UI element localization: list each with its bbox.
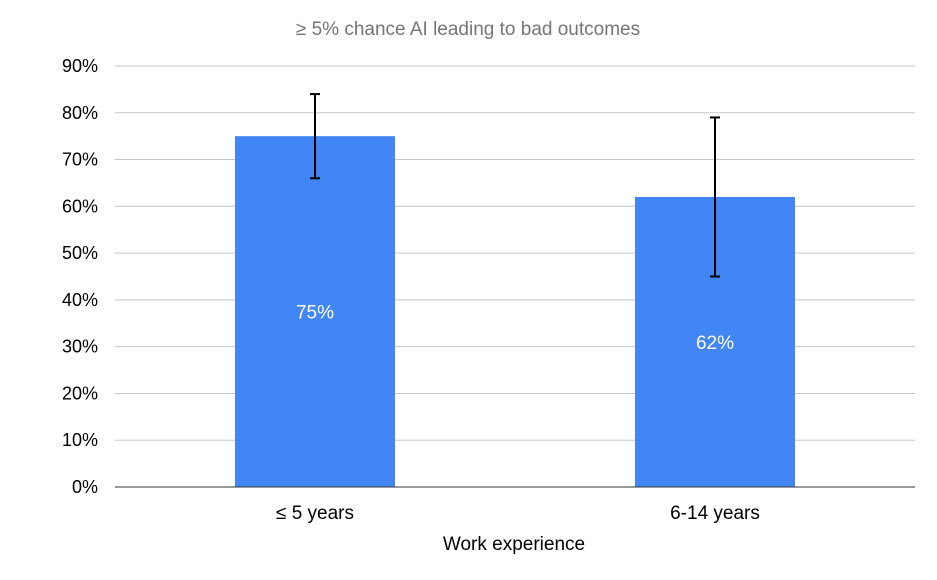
y-axis-ticks: 0% 10% 20% 30% 40% 50% 60% 70% 80% 90%	[62, 56, 98, 497]
error-bar	[710, 116, 720, 278]
error-bar	[310, 93, 320, 180]
y-tick-label: 10%	[62, 430, 98, 450]
y-tick-label: 0%	[72, 477, 98, 497]
x-axis-categories: ≤ 5 years 6-14 years	[276, 503, 760, 524]
x-category-label: ≤ 5 years	[276, 503, 354, 524]
y-tick-label: 40%	[62, 290, 98, 310]
y-tick-label: 20%	[62, 383, 98, 403]
y-tick-label: 50%	[62, 243, 98, 263]
chart-title: ≥ 5% chance AI leading to bad outcomes	[296, 19, 640, 40]
data-labels: 75% 62%	[296, 303, 734, 354]
x-category-label: 6-14 years	[670, 503, 760, 524]
data-label: 62%	[696, 333, 734, 354]
data-label: 75%	[296, 303, 334, 324]
y-tick-label: 90%	[62, 56, 98, 76]
y-tick-label: 80%	[62, 103, 98, 123]
bar	[235, 136, 395, 487]
error-bars	[310, 93, 720, 278]
y-tick-label: 30%	[62, 337, 98, 357]
x-axis-label: Work experience	[443, 534, 585, 555]
y-tick-label: 60%	[62, 196, 98, 216]
y-tick-label: 70%	[62, 150, 98, 170]
